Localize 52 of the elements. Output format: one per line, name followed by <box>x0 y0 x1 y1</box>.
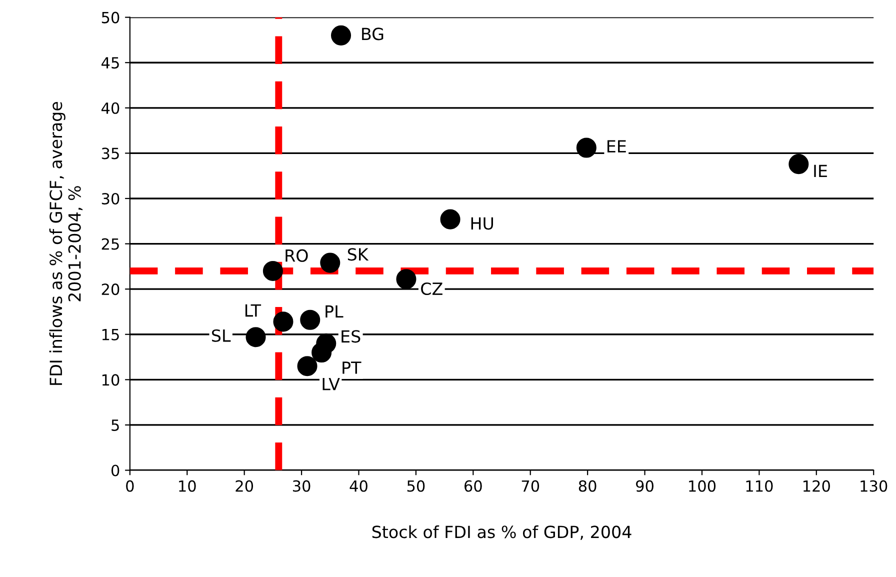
x-axis-title: Stock of FDI as % of GDP, 2004 <box>372 525 632 540</box>
y-tick-label: 5 <box>112 420 119 431</box>
annotation: LT <box>245 304 262 317</box>
annotation: PT <box>342 362 362 374</box>
x-tick-label: 90 <box>636 480 654 492</box>
y-tick-label: 20 <box>102 284 120 296</box>
x-tick-label: 80 <box>578 480 596 492</box>
point <box>396 269 416 290</box>
x-tick-label: 50 <box>407 480 425 492</box>
point <box>246 327 266 348</box>
x-tick-label: 30 <box>292 480 310 492</box>
point <box>331 25 352 46</box>
x-tick-label: 130 <box>860 480 888 492</box>
point <box>312 342 332 362</box>
x-tick-label: 70 <box>522 480 540 492</box>
x-tick-label: 120 <box>803 480 830 492</box>
y-tick-label: 30 <box>102 192 120 205</box>
y-tick-label: 45 <box>102 57 119 69</box>
x-tick-label: 60 <box>464 480 482 492</box>
annotation: LV <box>322 378 340 390</box>
annotation: BG <box>362 28 384 40</box>
point <box>320 252 340 273</box>
point <box>576 138 596 158</box>
point <box>297 356 318 376</box>
y-axis-title: FDI inflows as % of GFCF, average 2001-2004, % <box>49 102 83 385</box>
annotation: SL <box>212 329 231 342</box>
point <box>262 260 283 281</box>
y-tick-label: 15 <box>102 329 119 340</box>
annotation: IE <box>814 164 827 177</box>
x-tick-label: 20 <box>236 480 254 492</box>
point <box>440 209 460 230</box>
annotation: HU <box>471 217 493 230</box>
annotation: RO <box>286 249 308 262</box>
x-tick-label: 10 <box>179 480 196 492</box>
annotation: CZ <box>421 282 442 296</box>
annotation: SK <box>348 248 369 261</box>
y-tick-label: 40 <box>102 102 120 114</box>
point <box>273 312 294 332</box>
x-tick-label: 40 <box>350 480 368 492</box>
x-tick-label: 100 <box>689 480 716 492</box>
x-tick-label: 0 <box>126 480 134 492</box>
x-tick-label: 110 <box>746 480 773 492</box>
y-tick-label: 0 <box>111 464 120 476</box>
y-tick-label: 35 <box>102 148 119 160</box>
annotation: EE <box>608 140 626 152</box>
y-tick-label: 25 <box>102 238 119 250</box>
point <box>300 310 320 330</box>
point <box>788 154 809 174</box>
annotation: PL <box>326 305 344 318</box>
y-tick-label: 50 <box>102 12 120 24</box>
annotation: ES <box>342 330 360 343</box>
y-tick-label: 10 <box>102 374 120 386</box>
